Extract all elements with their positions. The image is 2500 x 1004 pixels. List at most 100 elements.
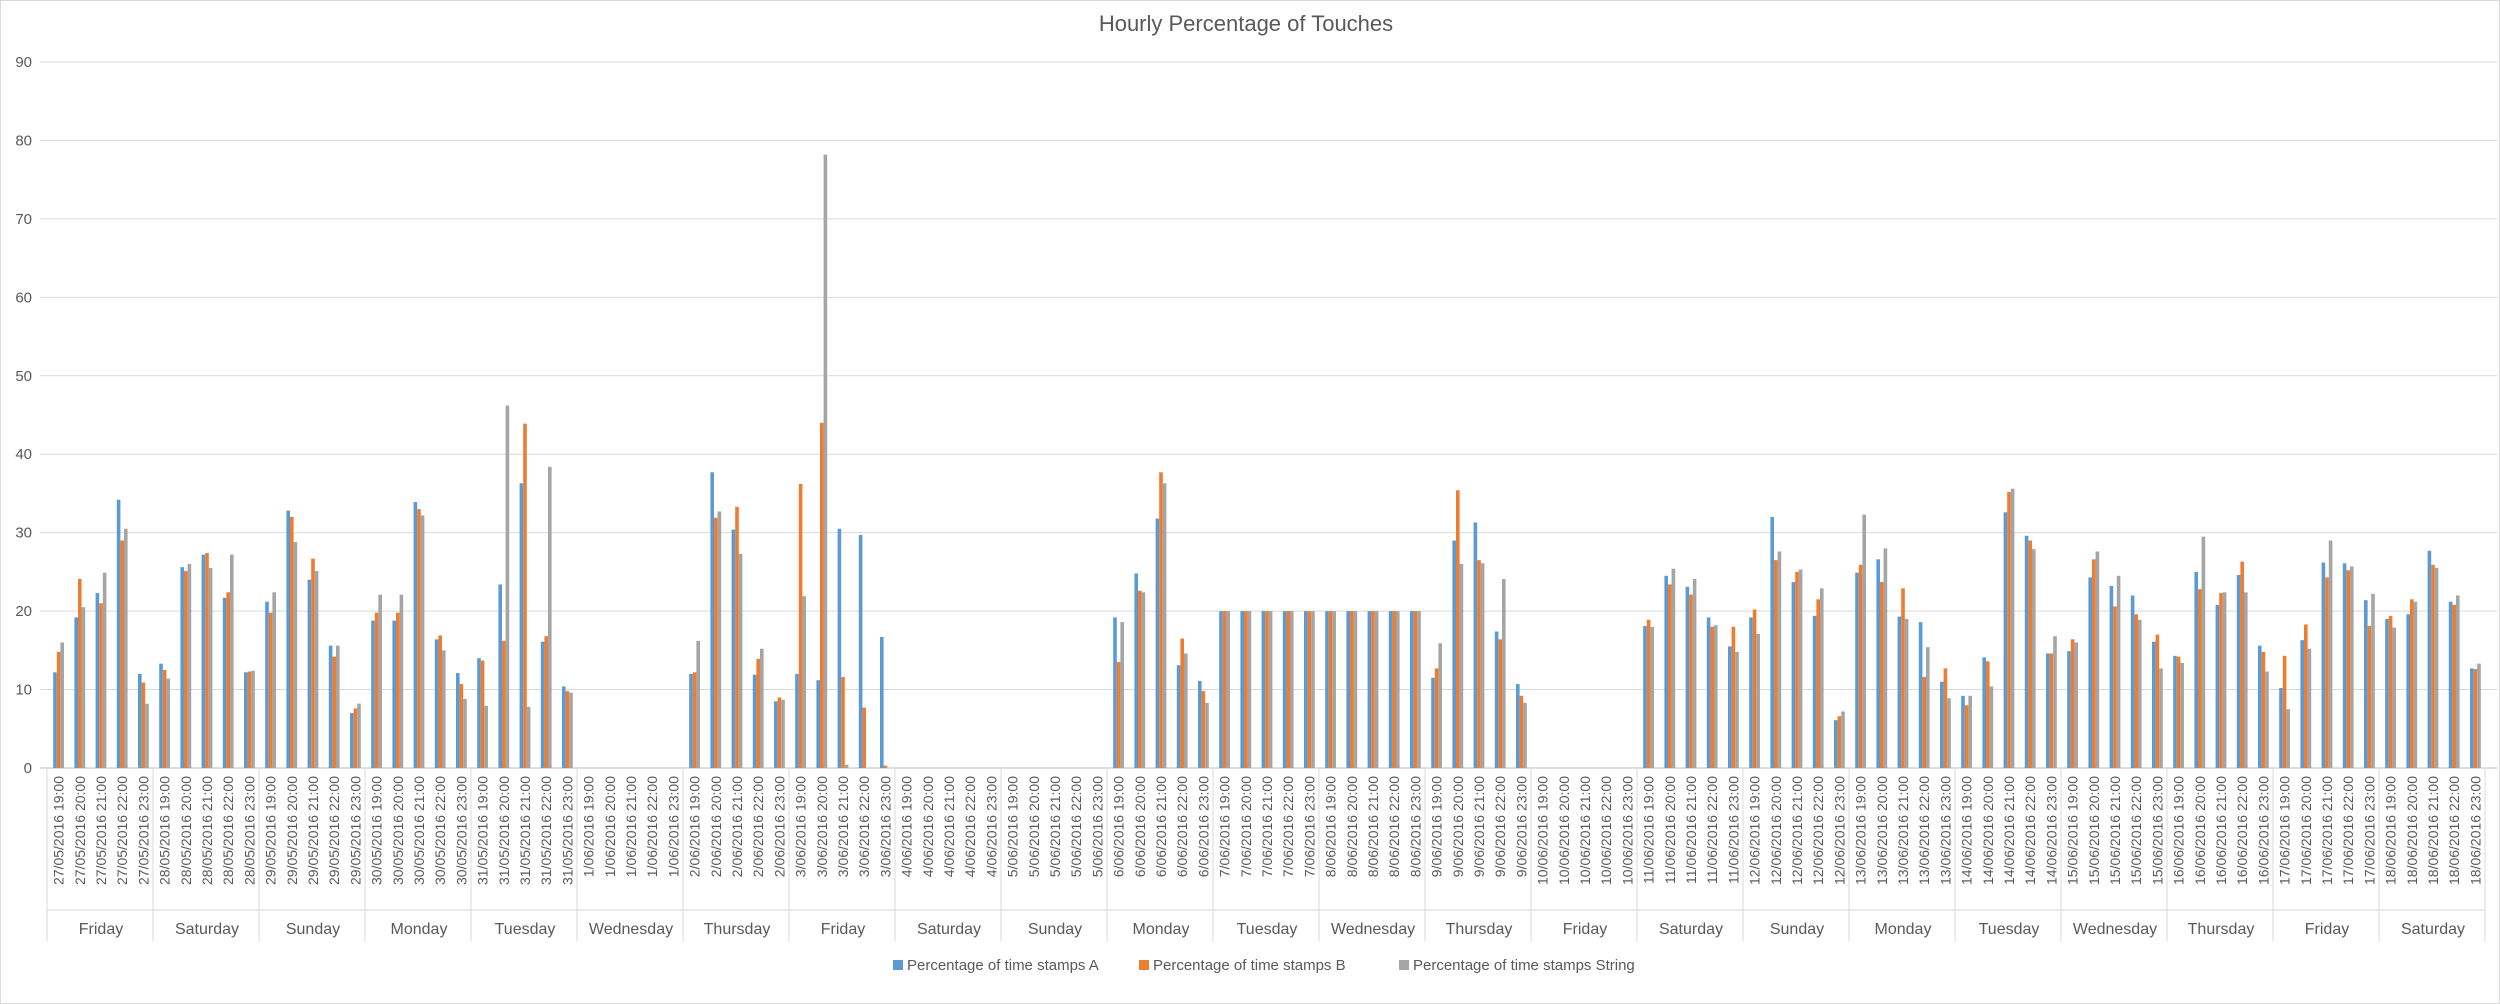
- x-tick-label: 12/06/2016 23:00: [1831, 776, 1847, 885]
- bar: [505, 405, 510, 768]
- bar: [2236, 575, 2241, 768]
- bar: [710, 472, 714, 768]
- day-label: Friday: [821, 921, 865, 938]
- bar: [2152, 641, 2156, 768]
- x-tick-label: 30/05/2016 20:00: [390, 776, 406, 885]
- x-tick-label: 9/06/2016 22:00: [1492, 776, 1508, 877]
- bar: [498, 584, 502, 768]
- bar: [2070, 639, 2075, 768]
- x-tick-label: 29/05/2016 19:00: [263, 776, 279, 885]
- x-tick-label: 8/06/2016 20:00: [1344, 776, 1360, 877]
- bar: [265, 601, 269, 768]
- bar: [2159, 668, 2163, 768]
- bar: [714, 517, 718, 768]
- bar: [399, 594, 404, 768]
- bar: [1346, 611, 1350, 768]
- bar: [1116, 662, 1121, 768]
- bar: [717, 511, 722, 768]
- x-tick-label: 17/06/2016 20:00: [2298, 776, 2314, 885]
- y-axis-tick-labels: 0 10 20 30 40 50 60 70 80 90: [15, 54, 32, 777]
- bar: [2215, 604, 2220, 768]
- bar: [1968, 695, 1972, 768]
- y-tick-label: 30: [15, 525, 32, 542]
- bar: [2053, 636, 2057, 768]
- bar: [328, 645, 333, 768]
- bar: [1706, 617, 1711, 768]
- bar: [2028, 540, 2032, 768]
- x-tick-label: 11/06/2016 19:00: [1641, 776, 1657, 884]
- day-label: Monday: [391, 921, 448, 938]
- bar: [159, 663, 163, 768]
- bar: [1735, 651, 1739, 768]
- day-label: Sunday: [286, 921, 340, 938]
- bar: [2194, 571, 2198, 768]
- bar: [1141, 592, 1146, 768]
- bar: [1731, 626, 1736, 768]
- bar: [1332, 611, 1336, 768]
- x-tick-label: 3/06/2016 22:00: [856, 776, 872, 877]
- x-tick-label: 5/06/2016 22:00: [1068, 776, 1084, 877]
- x-tick-label: 28/05/2016 19:00: [157, 776, 173, 885]
- bar: [820, 422, 824, 768]
- bar: [247, 671, 252, 768]
- bar: [565, 691, 570, 768]
- bar: [1459, 564, 1464, 768]
- bar: [1519, 695, 1524, 768]
- bar: [548, 466, 552, 768]
- bar: [1897, 616, 1902, 768]
- x-tick-label: 15/06/2016 23:00: [2149, 776, 2165, 885]
- bar: [1226, 611, 1230, 768]
- y-tick-label: 20: [15, 603, 32, 620]
- bar: [1480, 563, 1485, 768]
- bar: [116, 499, 121, 768]
- bar: [802, 596, 806, 768]
- bar: [1668, 584, 1672, 768]
- bar: [2173, 655, 2177, 768]
- x-tick-label: 7/06/2016 21:00: [1259, 776, 1275, 877]
- legend-swatch: [1139, 960, 1149, 970]
- bar: [1812, 615, 1817, 768]
- bar: [544, 636, 548, 768]
- y-tick-label: 10: [15, 682, 32, 699]
- bar: [519, 483, 524, 768]
- bar: [184, 571, 188, 768]
- day-label: Thursday: [704, 921, 771, 938]
- bar: [2109, 586, 2114, 768]
- x-tick-label: 16/06/2016 23:00: [2255, 776, 2271, 885]
- bar: [2240, 561, 2244, 768]
- x-tick-label: 1/06/2016 19:00: [581, 776, 597, 877]
- bar: [795, 673, 799, 768]
- bar: [1205, 702, 1209, 768]
- bar: [314, 571, 319, 768]
- x-tick-label: 12/06/2016 19:00: [1747, 776, 1763, 885]
- bar: [526, 706, 531, 768]
- x-tick-label: 13/06/2016 22:00: [1916, 776, 1932, 885]
- bar: [2046, 653, 2050, 768]
- bar: [1798, 569, 1803, 768]
- bar: [392, 620, 396, 768]
- bar: [1290, 611, 1294, 768]
- bar: [2176, 656, 2181, 768]
- bar: [2155, 634, 2160, 768]
- chart-title: Hourly Percentage of Touches: [1099, 11, 1393, 36]
- bar: [837, 528, 842, 768]
- bar: [2279, 687, 2283, 768]
- bar: [56, 651, 61, 768]
- bar: [1176, 665, 1181, 768]
- bar: [1880, 582, 1884, 768]
- bar: [1265, 611, 1269, 768]
- bar: [2304, 624, 2308, 768]
- bar: [1820, 588, 1824, 768]
- bar: [760, 648, 764, 768]
- x-tick-label: 1/06/2016 21:00: [623, 776, 639, 877]
- y-tick-label: 50: [15, 368, 32, 385]
- bar: [1268, 611, 1273, 768]
- bar: [1986, 661, 1990, 768]
- y-tick-label: 90: [15, 54, 32, 71]
- bar: [307, 579, 312, 768]
- y-tick-label: 0: [24, 760, 32, 777]
- bar: [484, 706, 488, 768]
- x-tick-label: 3/06/2016 21:00: [835, 776, 851, 877]
- bar: [2032, 549, 2036, 768]
- bar: [2371, 593, 2375, 768]
